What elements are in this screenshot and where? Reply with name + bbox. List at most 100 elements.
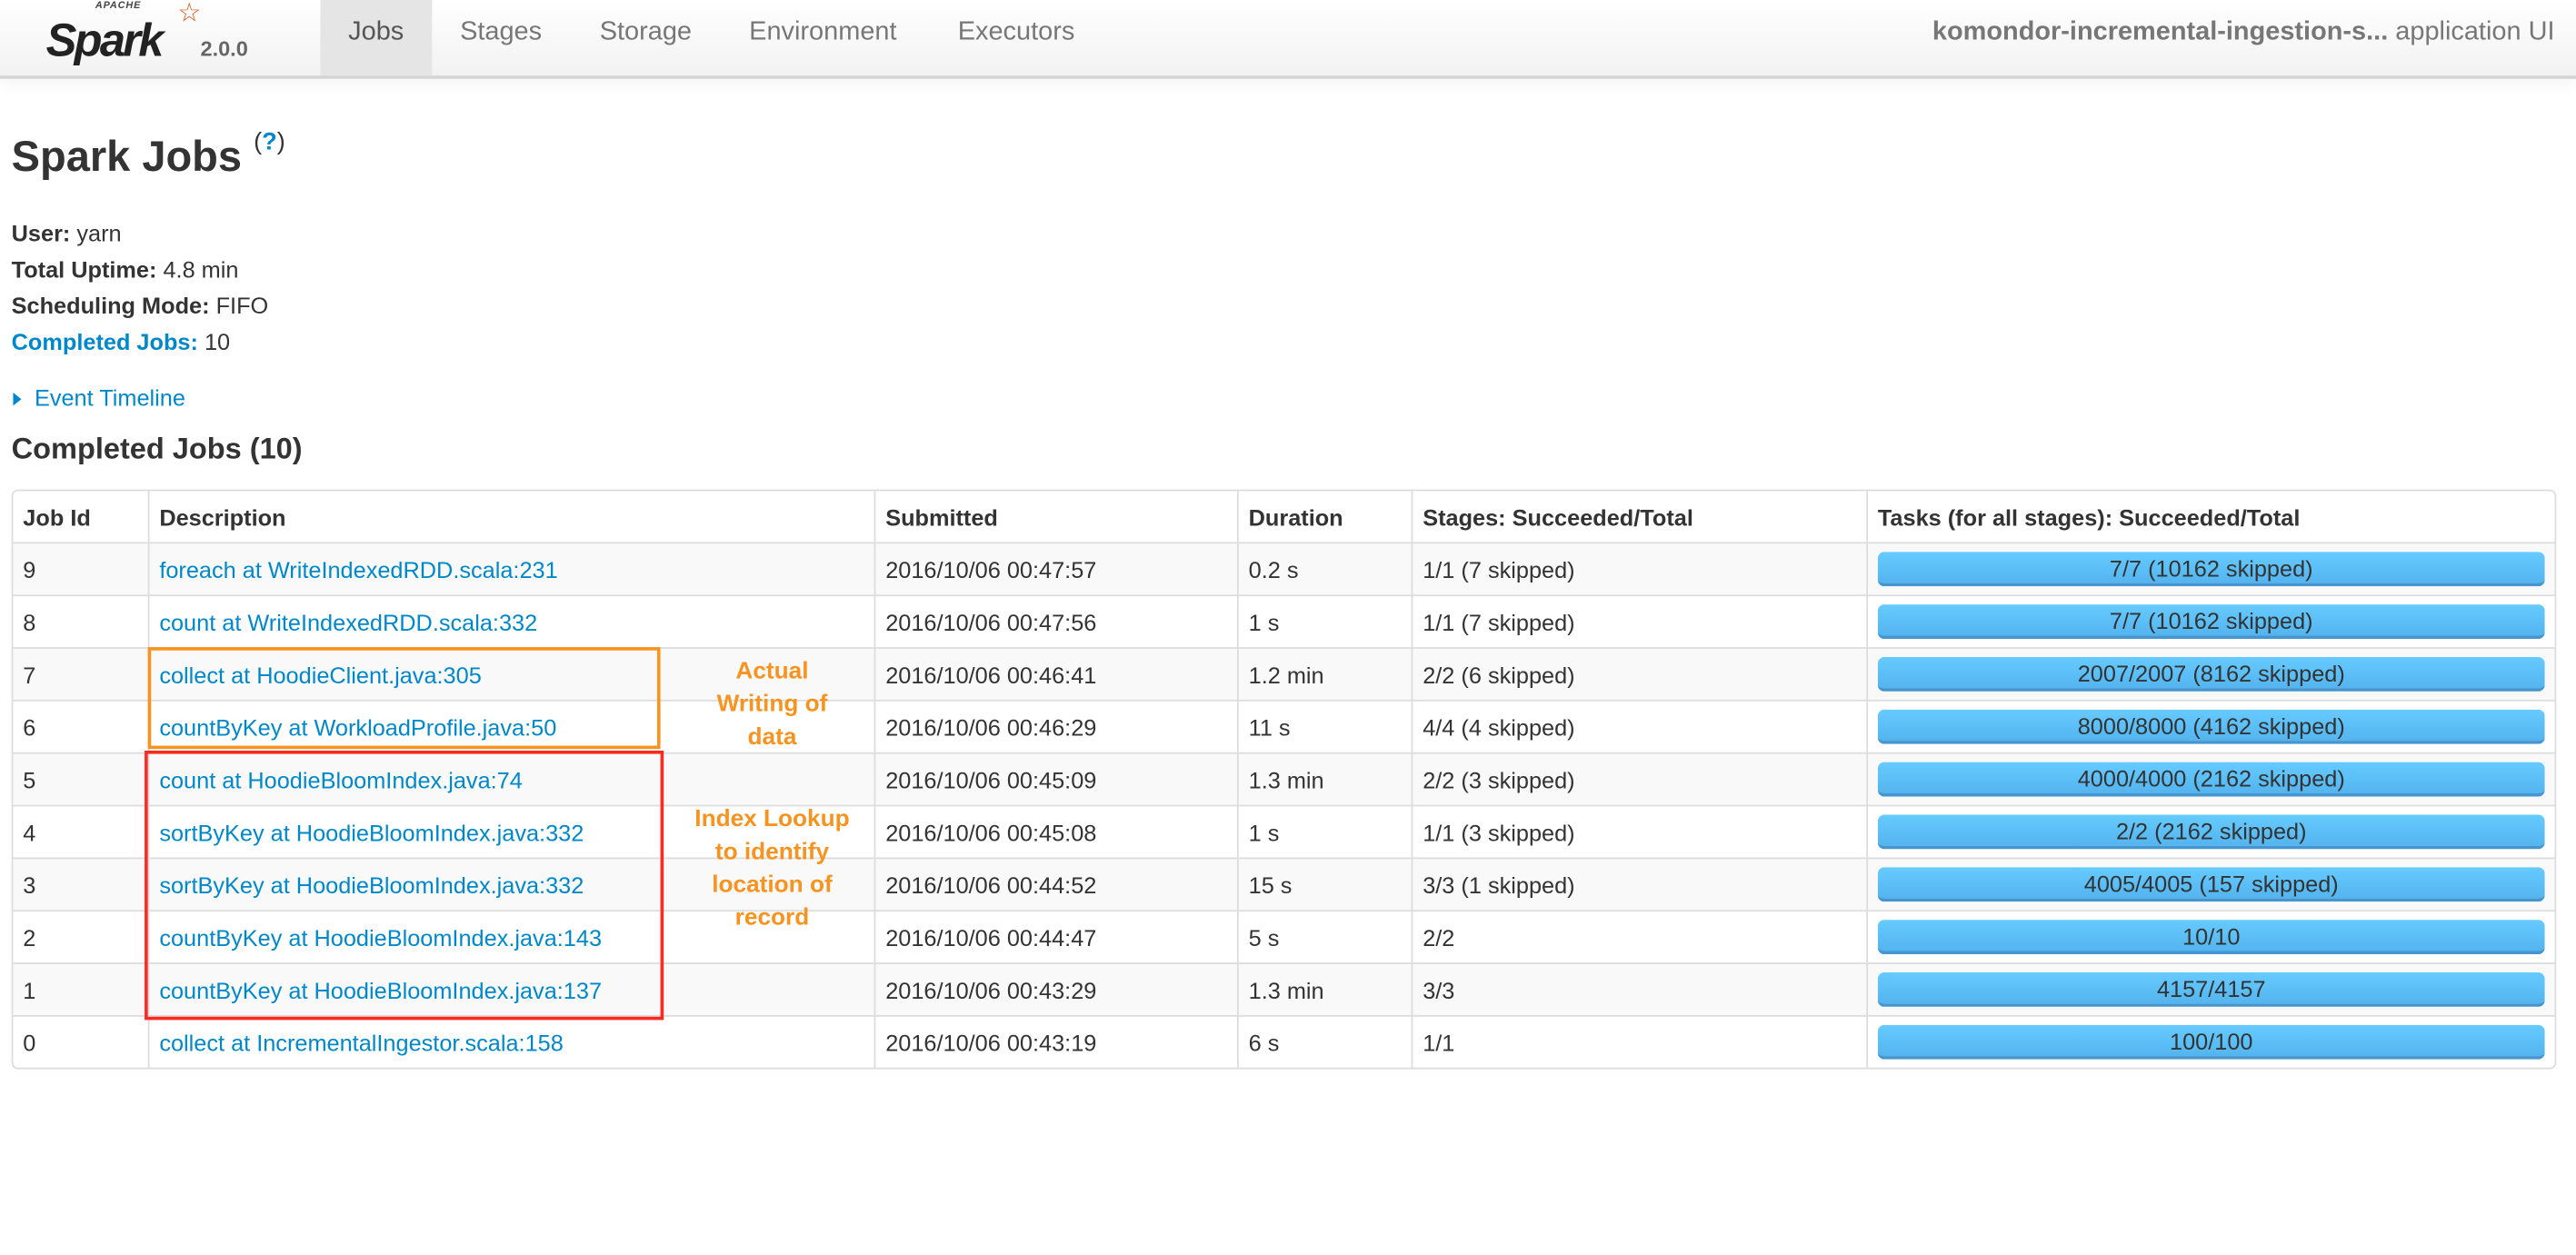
job-tasks: 4005/4005 (157 skipped): [1866, 857, 2555, 911]
annotation-line: Actual: [735, 658, 809, 685]
uptime-value: 4.8 min: [163, 255, 239, 283]
job-duration: 1.3 min: [1236, 752, 1412, 805]
job-submitted: 2016/10/06 00:43:29: [874, 962, 1237, 1015]
completed-info: Completed Jobs: 10: [12, 328, 230, 354]
tasks-progress-bar: 7/7 (10162 skipped): [1877, 552, 2545, 587]
job-description: sortByKey at HoodieBloomIndex.java:332: [147, 804, 874, 858]
user-info: User: yarn: [12, 220, 122, 246]
event-timeline-label[interactable]: Event Timeline: [34, 383, 185, 411]
job-tasks: 100/100: [1866, 1014, 2555, 1068]
job-description-link[interactable]: countByKey at HoodieBloomIndex.java:143: [159, 923, 603, 951]
table-row: 3 sortByKey at HoodieBloomIndex.java:332 2…: [13, 857, 2555, 911]
help-tooltip[interactable]: (?): [254, 127, 285, 156]
scheduling-info: Scheduling Mode: FIFO: [12, 293, 269, 319]
job-stages: 2/2 (6 skipped): [1411, 647, 1867, 700]
jobs-table: Job Id Description Submitted Duration St…: [11, 489, 2557, 1070]
star-icon: ☆: [177, 0, 202, 28]
table-header: Job Id Description Submitted Duration St…: [13, 491, 2554, 543]
job-id: 1: [13, 962, 148, 1015]
event-timeline-toggle[interactable]: Event Timeline: [13, 384, 185, 411]
job-id: 3: [13, 857, 148, 911]
job-description-link[interactable]: collect at HoodieClient.java:305: [159, 661, 482, 688]
job-submitted: 2016/10/06 00:43:19: [874, 1014, 1237, 1068]
job-submitted: 2016/10/06 00:44:47: [874, 910, 1237, 963]
job-stages: 2/2: [1411, 910, 1867, 963]
job-stages: 1/1 (7 skipped): [1411, 594, 1867, 648]
annotation-line: data: [747, 724, 797, 751]
completed-jobs-link[interactable]: Completed Jobs:: [11, 328, 198, 355]
job-tasks: 4000/4000 (2162 skipped): [1866, 752, 2555, 805]
tab-jobs[interactable]: Jobs: [320, 0, 432, 76]
job-tasks: 4157/4157: [1866, 962, 2555, 1015]
header-job-id[interactable]: Job Id: [23, 503, 91, 530]
table-row: 2 countByKey at HoodieBloomIndex.java:143…: [13, 910, 2555, 963]
tasks-progress-bar: 8000/8000 (4162 skipped): [1877, 709, 2545, 744]
expand-arrow-icon: [13, 392, 22, 406]
job-duration: 5 s: [1236, 910, 1412, 963]
tab-environment[interactable]: Environment: [749, 17, 897, 46]
job-duration: 11 s: [1236, 699, 1412, 752]
table-row: 6 countByKey at WorkloadProfile.java:50 20…: [13, 699, 2555, 752]
app-suffix: application UI: [2395, 17, 2555, 46]
app-title: komondor-incremental-ingestion-s... appl…: [1932, 0, 2555, 65]
tab-executors[interactable]: Executors: [957, 17, 1075, 46]
job-stages: 4/4 (4 skipped): [1411, 699, 1867, 752]
logo-text: Spark: [45, 15, 165, 66]
job-stages: 3/3: [1411, 962, 1867, 1015]
tasks-progress-bar: 4000/4000 (2162 skipped): [1877, 762, 2545, 797]
job-description: sortByKey at HoodieBloomIndex.java:332: [147, 857, 874, 911]
job-description-link[interactable]: sortByKey at HoodieBloomIndex.java:332: [159, 871, 584, 898]
job-description-link[interactable]: sortByKey at HoodieBloomIndex.java:332: [159, 818, 584, 845]
job-description: countByKey at HoodieBloomIndex.java:143: [147, 910, 874, 963]
job-submitted: 2016/10/06 00:46:41: [874, 647, 1237, 700]
job-stages: 1/1 (3 skipped): [1411, 804, 1867, 858]
tab-stages[interactable]: Stages: [460, 17, 543, 46]
job-description: collect at IncrementalIngestor.scala:158: [147, 1014, 874, 1068]
job-stages: 1/1 (7 skipped): [1411, 542, 1867, 595]
job-tasks: 8000/8000 (4162 skipped): [1866, 699, 2555, 752]
annotation-line: Writing of: [716, 691, 828, 718]
completed-value: 10: [204, 328, 231, 355]
logo-sub: APACHE: [95, 1, 142, 12]
header-duration[interactable]: Duration: [1236, 491, 1412, 543]
job-id: 9: [13, 542, 148, 595]
header-description[interactable]: Description: [147, 491, 874, 543]
tasks-progress-bar: 7/7 (10162 skipped): [1877, 604, 2545, 640]
job-description-link[interactable]: collect at IncrementalIngestor.scala:158: [159, 1029, 564, 1056]
job-submitted: 2016/10/06 00:47:56: [874, 594, 1237, 648]
table-row: 8 count at WriteIndexedRDD.scala:332 2016/…: [13, 594, 2555, 648]
annotation-line: to identify: [714, 839, 830, 866]
header-stages[interactable]: Stages: Succeeded/Total: [1411, 491, 1867, 543]
job-tasks: 7/7 (10162 skipped): [1866, 594, 2555, 648]
mode-label: Scheduling Mode:: [11, 292, 210, 319]
job-description-link[interactable]: countByKey at WorkloadProfile.java:50: [159, 713, 557, 741]
table-row: 1 countByKey at HoodieBloomIndex.java:137…: [13, 962, 2555, 1015]
help-icon[interactable]: ?: [262, 127, 277, 156]
navbar: APACHE Spark ☆ 2.0.0 Jobs Stages Storage…: [0, 0, 2576, 79]
job-id: 6: [13, 699, 148, 752]
job-duration: 1 s: [1236, 594, 1412, 648]
mode-value: FIFO: [215, 292, 269, 319]
table-row: 4 sortByKey at HoodieBloomIndex.java:332 2…: [13, 804, 2555, 858]
table-row: 7 collect at HoodieClient.java:305 2016/10…: [13, 647, 2555, 700]
section-title: Completed Jobs (10): [11, 432, 303, 465]
job-description: countByKey at HoodieBloomIndex.java:137: [147, 962, 874, 1015]
header-tasks[interactable]: Tasks (for all stages): Succeeded/Total: [1866, 491, 2554, 543]
header-submitted[interactable]: Submitted: [874, 491, 1237, 543]
job-description-link[interactable]: count at WriteIndexedRDD.scala:332: [159, 608, 538, 635]
page-title-text: Spark Jobs: [11, 131, 242, 181]
job-description-link[interactable]: countByKey at HoodieBloomIndex.java:137: [159, 976, 603, 1003]
version: 2.0.0: [200, 35, 248, 61]
user-value: yarn: [76, 220, 122, 247]
job-tasks: 2/2 (2162 skipped): [1866, 804, 2555, 858]
tab-storage[interactable]: Storage: [599, 17, 693, 46]
lookup-highlight-box: [145, 750, 664, 1021]
job-description-link[interactable]: foreach at WriteIndexedRDD.scala:231: [159, 555, 558, 583]
job-submitted: 2016/10/06 00:46:29: [874, 699, 1237, 752]
spark-logo[interactable]: APACHE Spark ☆ 2.0.0: [46, 0, 293, 75]
user-label: User:: [11, 220, 71, 247]
job-description-link[interactable]: count at HoodieBloomIndex.java:74: [159, 766, 523, 793]
table-row: 9 foreach at WriteIndexedRDD.scala:231 201…: [13, 542, 2555, 595]
table-row: 0 collect at IncrementalIngestor.scala:15…: [13, 1014, 2555, 1068]
page-title: Spark Jobs (?): [11, 128, 285, 183]
